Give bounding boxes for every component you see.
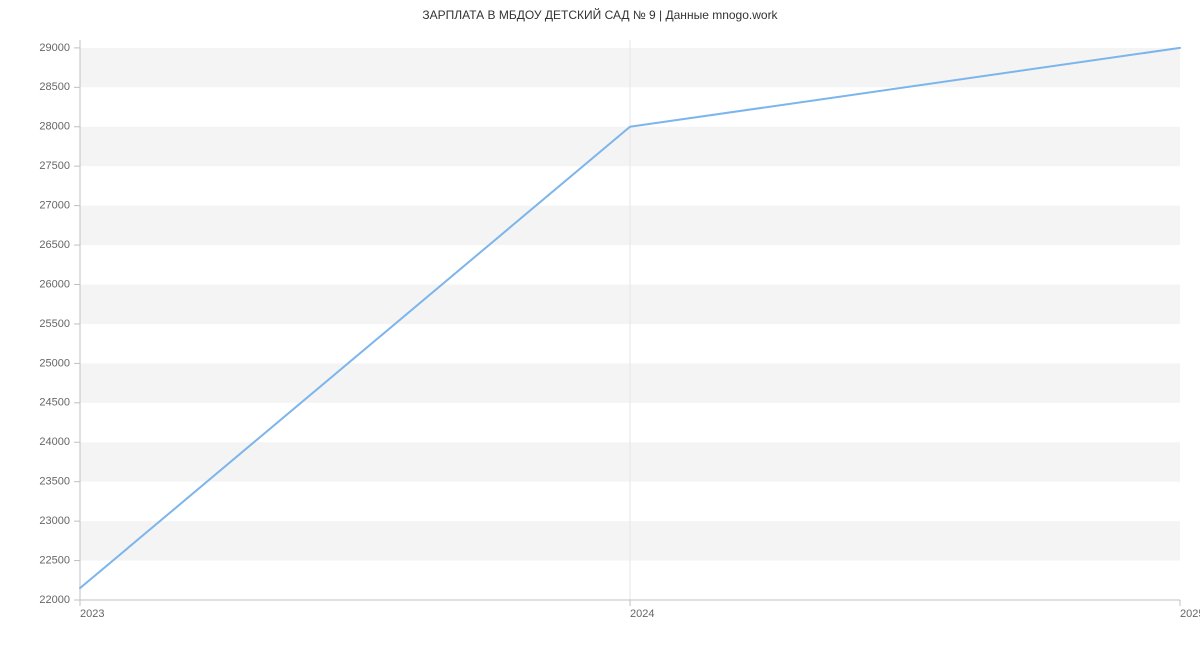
y-tick-label: 27000 (39, 200, 70, 212)
y-tick-label: 22500 (39, 554, 70, 566)
salary-line-chart: ЗАРПЛАТА В МБДОУ ДЕТСКИЙ САД № 9 | Данны… (0, 0, 1200, 650)
y-tick-label: 28000 (39, 121, 70, 133)
x-tick-label: 2025 (1180, 608, 1200, 620)
y-tick-label: 29000 (39, 42, 70, 54)
y-tick-label: 25500 (39, 318, 70, 330)
plot-area: 22000 22500 23000 23500 24000 24500 25000 25500… (0, 0, 1200, 650)
y-tick-label: 24500 (39, 397, 70, 409)
x-tick-label: 2023 (80, 608, 104, 620)
x-tick-label: 2024 (630, 608, 654, 620)
y-tick-label: 27500 (39, 160, 70, 172)
y-tick-label: 24000 (39, 436, 70, 448)
y-tick-label: 25000 (39, 357, 70, 369)
y-tick-label: 23500 (39, 476, 70, 488)
y-tick-label: 28500 (39, 81, 70, 93)
y-tick-label: 26500 (39, 239, 70, 251)
y-tick-label: 26000 (39, 278, 70, 290)
y-tick-label: 23000 (39, 515, 70, 527)
y-tick-label: 22000 (39, 594, 70, 606)
